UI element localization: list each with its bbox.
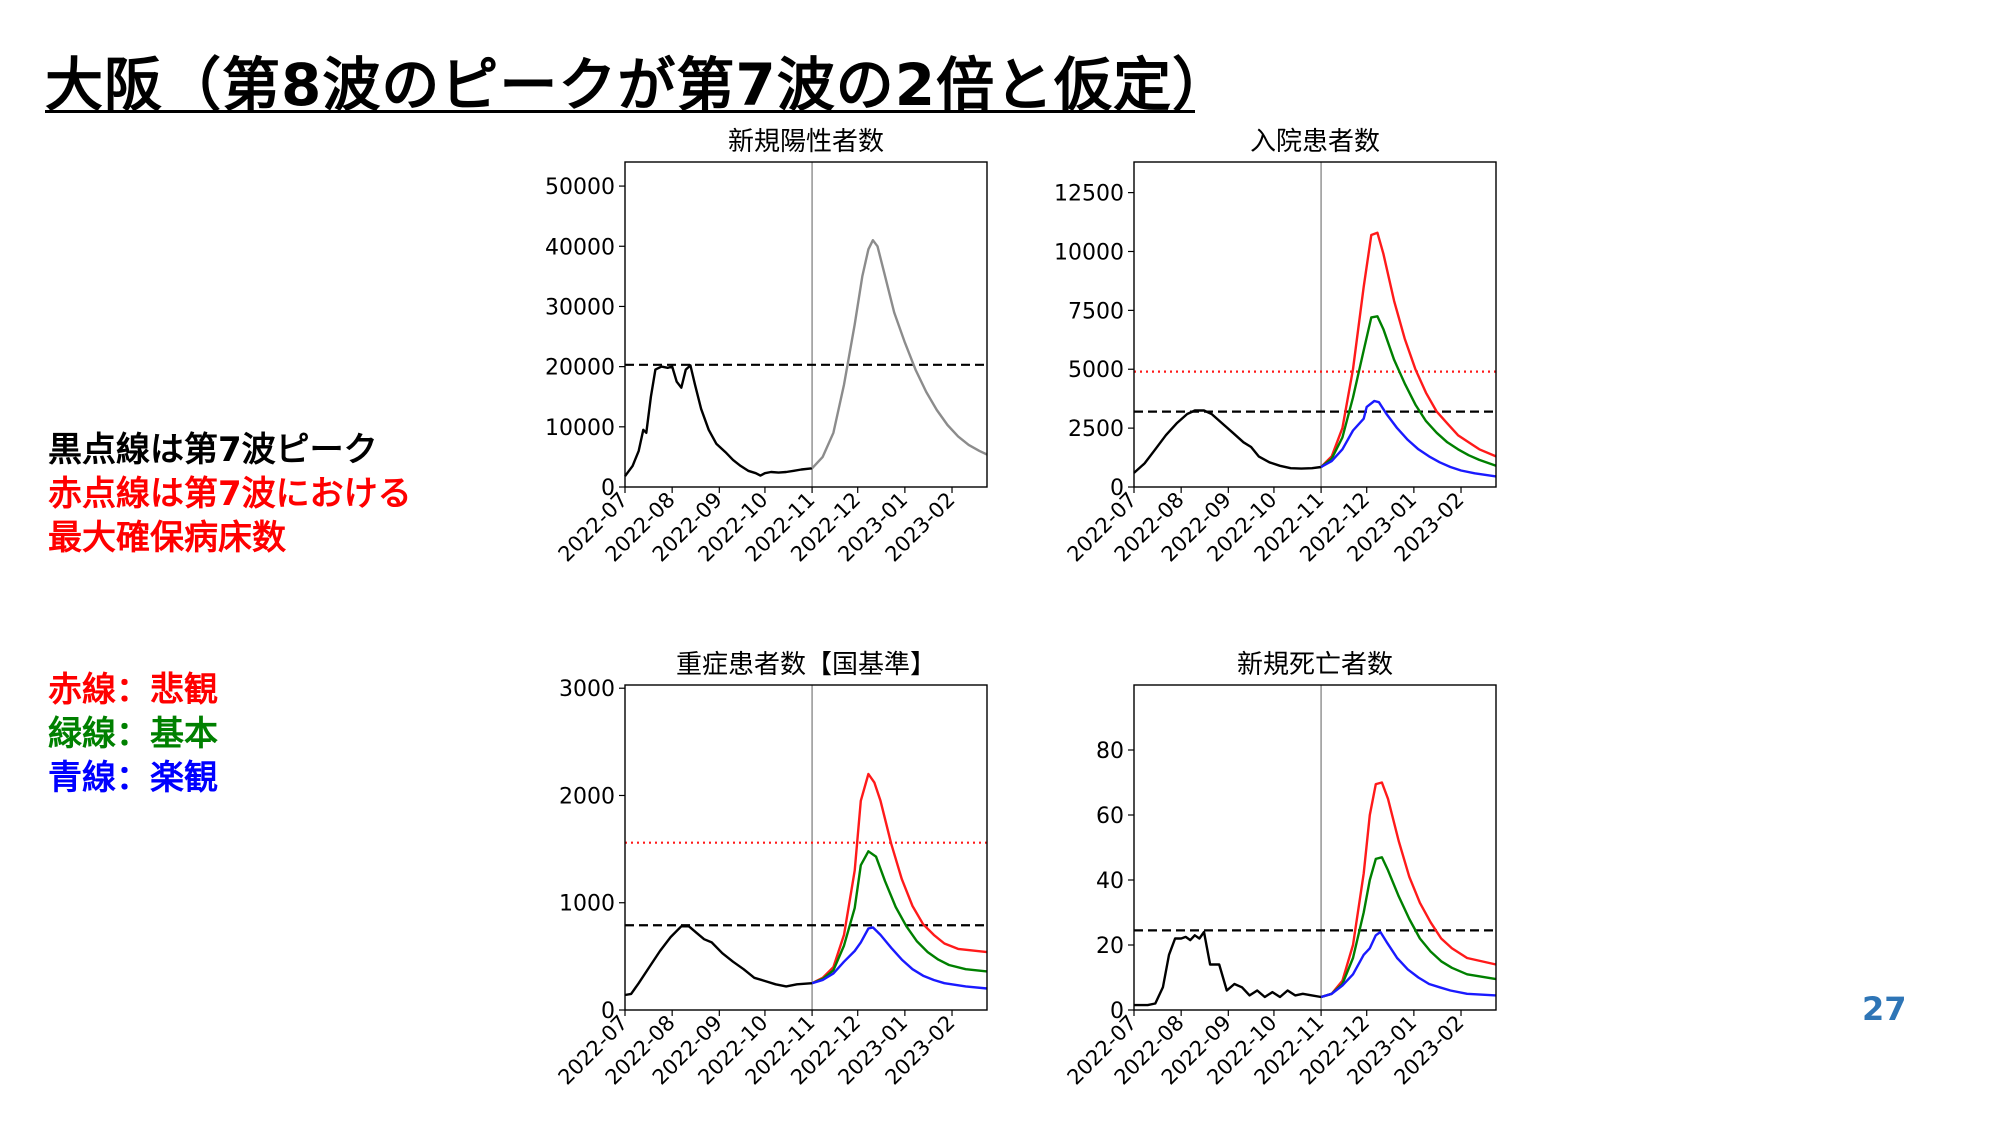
y-tick-label: 10000 <box>545 416 615 441</box>
red-dotted-line-note: 赤点線は第7波における <box>48 474 412 514</box>
reference-line-notes: 黒点線は第7波ピーク 赤点線は第7波における 最大確保病床数 <box>48 428 412 560</box>
series-line-green <box>1320 315 1497 468</box>
series-line-black <box>624 364 813 477</box>
y-tick-label: 12500 <box>1054 182 1124 207</box>
y-tick-label: 40000 <box>545 235 615 260</box>
legend-blue-optimistic: 青線：楽観 <box>48 758 218 798</box>
y-tick-label: 60 <box>1096 804 1124 829</box>
slide-title: 大阪（第8波のピークが第7波の2倍と仮定） <box>45 51 1232 119</box>
page-number: 27 <box>1862 990 1907 1028</box>
plot-frame <box>624 684 988 1011</box>
y-tick-label: 30000 <box>545 295 615 320</box>
y-tick-label: 5000 <box>1068 358 1124 383</box>
black-dotted-line-note: 黒点線は第7波ピーク <box>48 430 378 470</box>
title-underline <box>45 110 1195 113</box>
series-line-black <box>1134 930 1322 1007</box>
series-line-red <box>1320 231 1497 468</box>
chart-panel-1: 新規陽性者数010000200003000040000500002022-072… <box>545 127 988 567</box>
y-tick-label: 3000 <box>559 677 615 702</box>
y-tick-label: 0 <box>601 999 615 1024</box>
series-line-green <box>811 850 988 985</box>
series-line-green <box>1320 856 1497 999</box>
chart-panel-4: 新規死亡者数0204060802022-072022-082022-092022… <box>1063 650 1497 1090</box>
y-tick-label: 80 <box>1096 739 1124 764</box>
plot-frame <box>624 161 988 488</box>
y-tick-label: 20 <box>1096 934 1124 959</box>
legend-green-base: 緑線：基本 <box>48 714 218 754</box>
plot-frame <box>1133 684 1497 1011</box>
chart-title: 入院患者数 <box>1250 127 1380 157</box>
y-tick-label: 1000 <box>559 892 615 917</box>
y-tick-label: 7500 <box>1068 299 1124 324</box>
plot-frame <box>1133 161 1497 488</box>
scenario-legend: 赤線：悲観 緑線：基本 青線：楽観 <box>48 668 218 800</box>
y-tick-label: 10000 <box>1054 240 1124 265</box>
chart-title: 新規死亡者数 <box>1237 650 1393 680</box>
legend-red-pessimistic: 赤線：悲観 <box>48 670 218 710</box>
y-tick-label: 0 <box>601 476 615 501</box>
series-line-gray <box>811 238 988 470</box>
chart-title: 新規陽性者数 <box>728 127 884 157</box>
series-line-blue <box>1320 399 1497 478</box>
series-line-black <box>1133 409 1322 474</box>
y-tick-label: 40 <box>1096 869 1124 894</box>
series-line-red <box>811 772 988 985</box>
series-line-red <box>1320 781 1497 999</box>
chart-panel-2: 入院患者数025005000750010000125002022-072022-… <box>1054 127 1497 567</box>
series-line-blue <box>811 926 988 990</box>
series-line-black <box>624 925 813 997</box>
y-tick-label: 20000 <box>545 356 615 381</box>
y-tick-label: 2000 <box>559 784 615 809</box>
y-tick-label: 0 <box>1110 476 1124 501</box>
series-line-blue <box>1320 930 1497 999</box>
chart-panel-3: 重症患者数【国基準】01000200030002022-072022-08202… <box>554 650 988 1090</box>
chart-title: 重症患者数【国基準】 <box>676 650 936 680</box>
red-dotted-line-note-continued: 最大確保病床数 <box>48 518 286 558</box>
y-tick-label: 2500 <box>1068 417 1124 442</box>
y-tick-label: 0 <box>1110 999 1124 1024</box>
y-tick-label: 50000 <box>545 175 615 200</box>
